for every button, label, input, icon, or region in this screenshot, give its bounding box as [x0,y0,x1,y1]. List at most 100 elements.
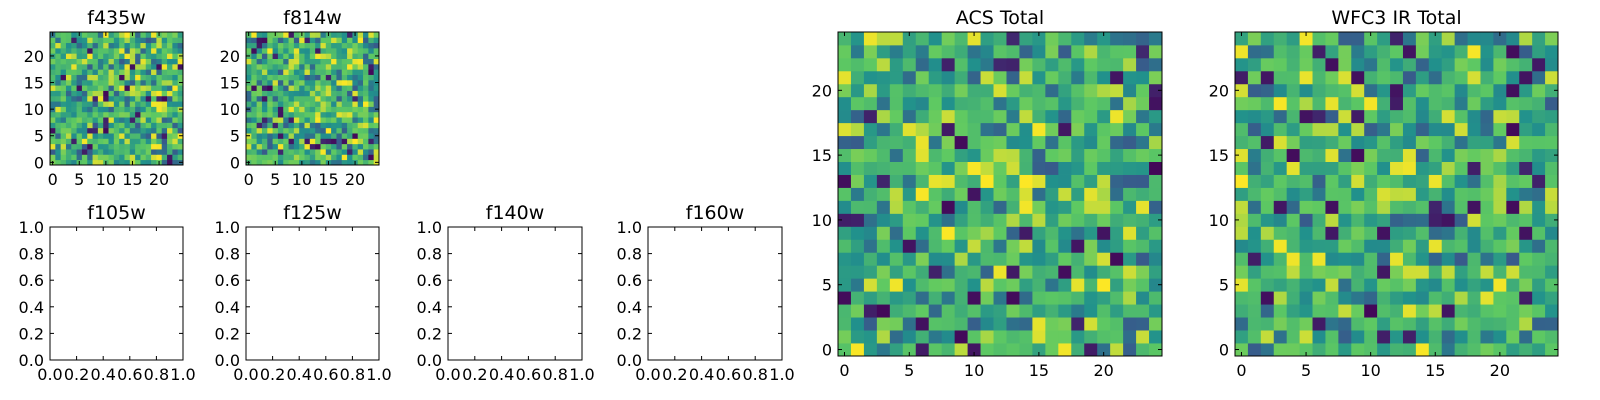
heatmap-cell [1123,109,1137,124]
heatmap-cell [876,70,891,85]
heatmap-cell [71,111,77,118]
heatmap-cell [320,63,327,70]
heatmap-cell [1032,278,1046,292]
heatmap-cell [838,70,852,85]
heatmap-cell [1480,200,1494,214]
heatmap-cell [325,111,332,118]
heatmap-cell [1286,252,1300,266]
heatmap-cell [325,74,332,81]
heatmap-cell [341,58,348,65]
heatmap-cell [251,85,258,91]
heatmap-cell [140,95,147,102]
heatmap-cell [1390,304,1404,318]
heatmap-cell [1532,148,1546,162]
heatmap-cell [1519,317,1533,331]
heatmap-cell [1071,109,1085,124]
heatmap-cell [177,74,184,81]
heatmap-cell [1273,44,1288,59]
heatmap-cell [288,42,295,49]
heatmap-cell [288,127,295,134]
heatmap-cell [1402,96,1417,111]
heatmap-cell [1097,265,1111,279]
heatmap-cell [1149,317,1163,331]
heatmap-cell [251,58,258,65]
heatmap-cell [283,32,289,38]
heatmap-cell [1273,226,1288,240]
heatmap-cell [156,69,163,75]
heatmap-cell [1149,252,1163,266]
heatmap-cell [320,122,327,129]
heatmap-cell [1506,148,1520,162]
heatmap-cell [256,111,263,118]
heatmap-cell [65,32,72,38]
heatmap-cell [81,143,88,150]
heatmap-cell [76,133,83,139]
heatmap-cell [967,135,981,150]
heatmap-cell [902,57,917,72]
heatmap-cell [1312,278,1326,292]
heatmap-cell [336,111,343,118]
heatmap-cell [251,133,258,139]
heatmap-cell [261,69,268,75]
heatmap-cell [889,343,904,357]
heatmap-cell [1441,226,1456,240]
heatmap-cell [304,74,311,81]
heatmap-cell [1454,252,1468,266]
heatmap-cell [1149,291,1163,305]
y-tick-label: 10 [812,211,832,230]
heatmap-cell [368,79,375,86]
heatmap-cell [850,330,865,344]
heatmap-cell [863,83,878,98]
heatmap-cell [145,74,152,81]
heatmap-cell [55,47,62,54]
heatmap-cell [108,127,115,134]
heatmap-cell [1454,148,1468,162]
heatmap-cell [55,79,62,86]
heatmap-cell [1467,291,1481,305]
heatmap-cell [97,143,104,150]
heatmap-cell [172,159,179,166]
heatmap-cell [256,32,263,38]
heatmap-cell [103,95,109,102]
heatmap-cell [1084,304,1098,318]
heatmap-cell [97,90,104,97]
heatmap-cell [1506,317,1520,331]
heatmap-cell [1045,174,1059,188]
heatmap-cell [299,85,305,91]
heatmap-cell [113,143,120,150]
heatmap-cell [145,138,152,145]
heatmap-cell [87,90,93,97]
y-tick-label: 0.2 [19,324,44,343]
heatmap-cell [863,317,878,331]
heatmap-cell [1402,226,1417,240]
heatmap-cell [1402,32,1417,46]
heatmap-cell [1247,44,1262,59]
heatmap-cell [1071,161,1085,175]
heatmap-cell [1506,213,1520,227]
y-tick-label: 0.0 [215,351,240,370]
heatmap-cell [97,37,104,44]
heatmap-cell [1338,96,1352,111]
heatmap-cell [1519,200,1533,214]
heatmap-cell [108,53,115,59]
heatmap-cell [1097,213,1111,227]
heatmap-cell [261,159,268,166]
heatmap-cell [1351,291,1365,305]
heatmap-cell [915,96,930,111]
heatmap-cell [336,58,343,65]
heatmap-cell [55,117,62,123]
heatmap-cell [889,122,904,137]
heatmap-cell [304,154,311,161]
heatmap-cell [1045,187,1059,201]
heatmap-cell [1299,213,1313,227]
heatmap-cell [119,85,125,91]
heatmap-cell [288,47,295,54]
heatmap-cell [124,138,131,145]
heatmap-cell [902,226,917,240]
heatmap-cell [331,117,337,123]
heatmap-cell [850,304,865,318]
heatmap-cell [1097,57,1111,72]
heatmap-cell [850,96,865,111]
heatmap-cell [325,117,332,123]
